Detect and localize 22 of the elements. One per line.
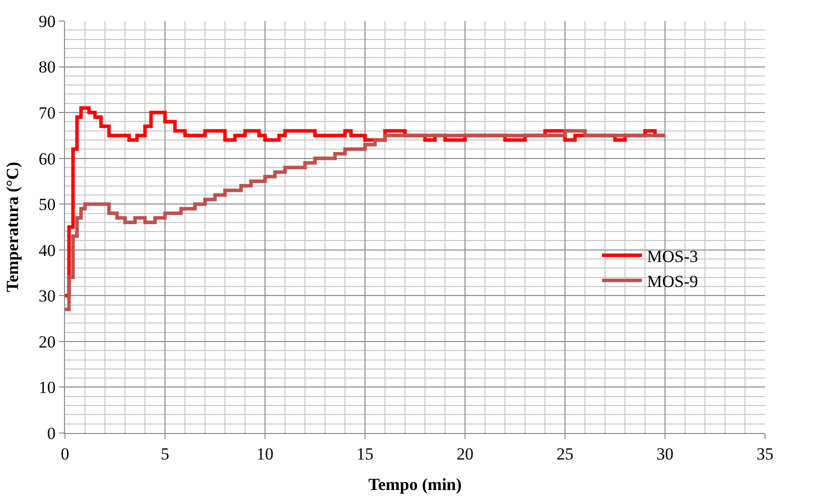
y-tick-label: 80 (38, 58, 56, 77)
y-tick-label: 90 (38, 12, 56, 31)
legend-label: MOS-9 (647, 272, 698, 291)
x-tick-label: 10 (256, 444, 274, 464)
y-tick-label: 40 (38, 240, 56, 260)
x-tick-label: 30 (656, 444, 674, 464)
y-tick-label: 30 (38, 286, 56, 306)
y-tick-label: 0 (47, 424, 56, 443)
y-tick-label: 60 (38, 149, 56, 168)
x-tick-label: 5 (160, 444, 170, 464)
x-axis-title: Tempo (min) (368, 474, 462, 494)
y-tick-label: 10 (38, 378, 56, 398)
x-tick-label: 15 (356, 444, 374, 464)
y-tick-label: 50 (38, 195, 56, 214)
legend-label: MOS-3 (647, 246, 698, 266)
x-tick-label: 35 (756, 444, 774, 464)
x-tick-label: 20 (456, 444, 474, 464)
y-tick-label: 20 (38, 332, 56, 352)
x-tick-label: 25 (556, 444, 574, 464)
y-axis-title: Temperatura (°C) (3, 162, 22, 292)
y-tick-label: 70 (38, 104, 56, 123)
x-tick-label: 0 (60, 444, 70, 464)
